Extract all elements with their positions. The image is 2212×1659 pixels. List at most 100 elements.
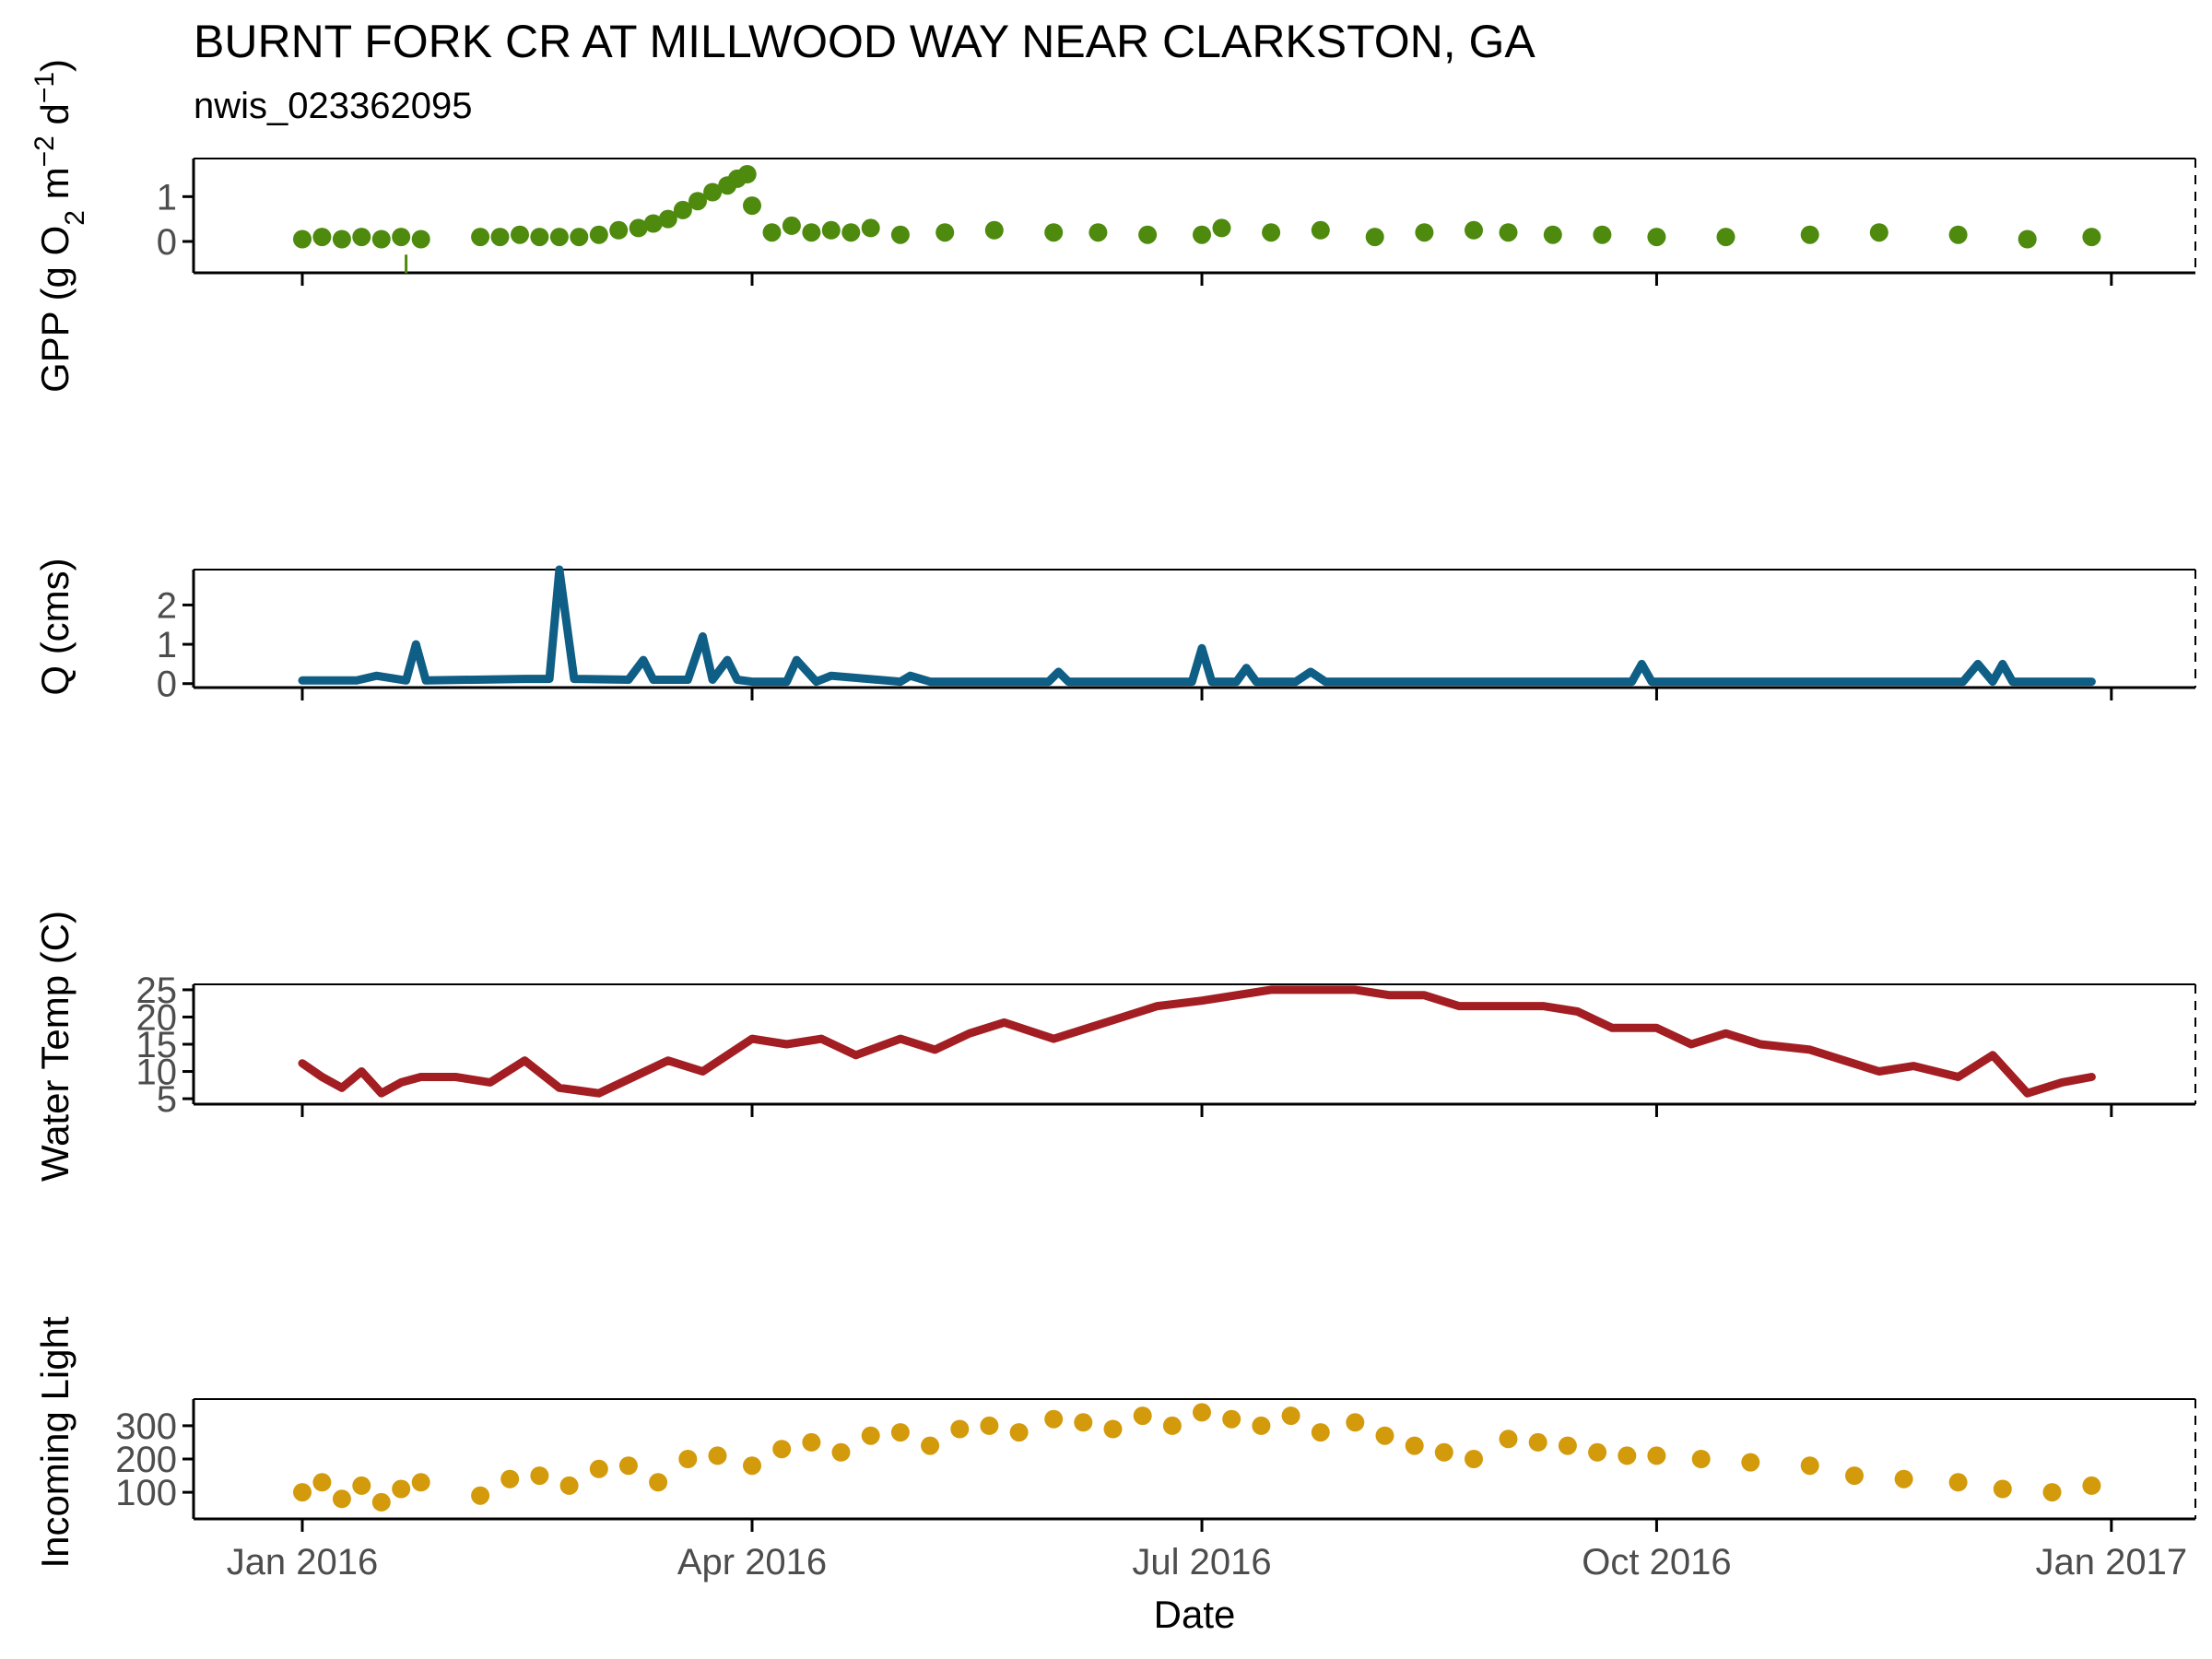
gpp-point-0 — [293, 229, 312, 249]
gpp-point-34 — [1044, 223, 1064, 242]
temp-y-axis-label: Water Temp (C) — [33, 911, 76, 1182]
light-point-12 — [618, 1456, 638, 1476]
light-point-8 — [500, 1469, 520, 1488]
light-point-47 — [1691, 1450, 1711, 1468]
gpp-point-9 — [511, 225, 529, 244]
light-point-23 — [950, 1419, 970, 1439]
light-point-26 — [1044, 1409, 1064, 1429]
light-point-10 — [559, 1476, 579, 1495]
gpp-point-48 — [1716, 228, 1735, 247]
q-series-line — [298, 565, 2096, 687]
gpp-point-15 — [629, 218, 648, 238]
light-point-18 — [802, 1432, 821, 1452]
temp-y-tick-label-1: 10 — [136, 1053, 178, 1093]
light-point-3 — [352, 1476, 371, 1495]
panel-gpp: GPP (g O2 m−2 d−1) 01 — [29, 59, 2196, 393]
gpp-point-17 — [658, 209, 677, 229]
light-point-37 — [1375, 1426, 1394, 1445]
gpp-point-7 — [471, 228, 490, 247]
x-tick-label-2: Jul 2016 — [1132, 1542, 1271, 1583]
gpp-ylabel-mid1: m — [33, 167, 76, 210]
light-point-44 — [1588, 1442, 1607, 1462]
gpp-point-37 — [1193, 225, 1211, 244]
gpp-point-24 — [743, 196, 761, 216]
light-point-49 — [1800, 1456, 1819, 1476]
q-y-axis-label: Q (cms) — [33, 558, 76, 695]
light-y-tick-label-1: 200 — [115, 1440, 177, 1480]
gpp-point-27 — [802, 223, 821, 242]
gpp-point-2 — [332, 229, 351, 249]
light-point-16 — [743, 1456, 761, 1476]
x-tick-label-0: Jan 2016 — [227, 1542, 379, 1583]
light-point-0 — [293, 1483, 312, 1502]
light-point-9 — [530, 1466, 549, 1486]
light-point-53 — [1993, 1479, 2012, 1499]
light-point-52 — [1948, 1473, 1968, 1492]
gpp-point-4 — [371, 229, 391, 249]
light-point-39 — [1434, 1442, 1453, 1462]
light-point-6 — [411, 1473, 430, 1492]
chart-subtitle: nwis_023362095 — [194, 86, 472, 126]
light-point-15 — [708, 1446, 727, 1465]
light-point-14 — [678, 1450, 698, 1468]
gpp-point-19 — [688, 192, 707, 211]
gpp-point-14 — [609, 220, 629, 240]
gpp-point-18 — [673, 200, 692, 219]
chart-title: BURNT FORK CR AT MILLWOOD WAY NEAR CLARK… — [194, 16, 1535, 67]
light-point-30 — [1162, 1416, 1182, 1435]
gpp-point-44 — [1499, 223, 1518, 242]
light-point-50 — [1845, 1466, 1864, 1486]
gpp-point-45 — [1543, 225, 1562, 244]
light-y-axis-label: Incoming Light — [33, 1316, 76, 1568]
light-point-17 — [772, 1440, 792, 1459]
gpp-point-39 — [1262, 223, 1281, 242]
gpp-point-12 — [570, 228, 589, 247]
gpp-y-axis-label: GPP (g O2 m−2 d−1) — [29, 59, 90, 393]
light-point-31 — [1193, 1403, 1211, 1422]
gpp-point-5 — [392, 228, 411, 247]
light-point-22 — [921, 1436, 940, 1455]
gpp-point-40 — [1311, 220, 1330, 240]
light-point-51 — [1894, 1469, 1913, 1488]
light-point-13 — [649, 1473, 668, 1492]
gpp-point-16 — [643, 214, 663, 233]
light-point-32 — [1222, 1409, 1241, 1429]
light-point-35 — [1311, 1423, 1330, 1442]
gpp-point-52 — [2018, 229, 2037, 249]
light-point-36 — [1346, 1413, 1365, 1432]
gpp-point-30 — [861, 218, 880, 238]
temp-series-line — [298, 985, 2096, 1098]
light-point-55 — [2082, 1476, 2101, 1495]
x-axis-label: Date — [1154, 1593, 1236, 1636]
gpp-point-29 — [841, 223, 861, 242]
gpp-point-6 — [411, 229, 430, 249]
light-point-38 — [1405, 1436, 1424, 1455]
gpp-point-8 — [490, 228, 510, 247]
light-point-5 — [392, 1479, 411, 1499]
gpp-point-50 — [1869, 223, 1888, 242]
gpp-point-25 — [762, 223, 782, 242]
light-point-48 — [1741, 1453, 1760, 1472]
gpp-ylabel-end: ) — [33, 59, 76, 72]
x-tick-label-4: Jan 2017 — [2036, 1542, 2188, 1583]
gpp-ylabel-sup1: −2 — [29, 135, 60, 167]
gpp-point-28 — [821, 220, 841, 240]
gpp-point-3 — [352, 228, 371, 247]
light-point-20 — [861, 1426, 880, 1445]
light-point-25 — [1009, 1423, 1029, 1442]
light-point-21 — [890, 1423, 910, 1442]
gpp-ylabel-mid2: d — [33, 103, 76, 135]
light-point-41 — [1499, 1430, 1518, 1449]
light-point-27 — [1074, 1413, 1093, 1432]
light-point-45 — [1618, 1446, 1637, 1465]
gpp-point-33 — [984, 220, 1004, 240]
x-tick-label-1: Apr 2016 — [677, 1542, 827, 1583]
gpp-point-35 — [1088, 223, 1108, 242]
light-point-54 — [2042, 1483, 2062, 1502]
gpp-y-tick-label-0: 0 — [157, 222, 177, 263]
gpp-ylabel-main: GPP (g O — [33, 226, 76, 393]
gpp-point-49 — [1800, 225, 1819, 244]
light-point-33 — [1252, 1416, 1271, 1435]
